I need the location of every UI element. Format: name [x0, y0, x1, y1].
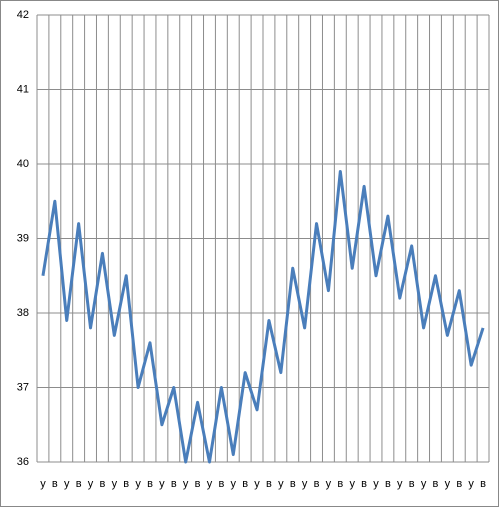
x-tick-label: у — [278, 478, 284, 490]
x-tick-label: у — [397, 478, 403, 490]
x-tick-label: у — [421, 478, 427, 490]
x-tick-label: у — [373, 478, 379, 490]
x-tick-label: у — [88, 478, 94, 490]
x-tick-label: в — [385, 478, 391, 490]
x-tick-label: у — [207, 478, 213, 490]
series-line — [41, 169, 485, 464]
x-tick-label: в — [290, 478, 296, 490]
y-tick-label: 38 — [17, 307, 29, 319]
x-tick-label: у — [302, 478, 308, 490]
x-tick-label: у — [445, 478, 451, 490]
x-tick-label: у — [183, 478, 189, 490]
x-tick-label: в — [195, 478, 201, 490]
x-tick-label: в — [171, 478, 177, 490]
x-tick-label: в — [99, 478, 105, 490]
x-tick-label: в — [361, 478, 367, 490]
x-tick-label: в — [218, 478, 224, 490]
y-tick-label: 36 — [17, 456, 29, 468]
x-tick-label: в — [480, 478, 486, 490]
y-tick-label: 37 — [17, 381, 29, 393]
x-tick-label: в — [123, 478, 129, 490]
x-tick-label: в — [76, 478, 82, 490]
x-tick-label: у — [349, 478, 355, 490]
x-tick-label: у — [254, 478, 260, 490]
x-tick-label: в — [52, 478, 58, 490]
y-tick-label: 41 — [17, 83, 29, 95]
x-tick-label: у — [326, 478, 332, 490]
x-tick-label: в — [433, 478, 439, 490]
x-tick-label: у — [40, 478, 46, 490]
x-tick-label: в — [409, 478, 415, 490]
y-tick-label: 42 — [17, 9, 29, 21]
x-tick-label: у — [231, 478, 237, 490]
x-tick-label: у — [112, 478, 118, 490]
x-tick-label: в — [266, 478, 272, 490]
x-tick-label: у — [468, 478, 474, 490]
x-tick-label: у — [64, 478, 70, 490]
x-tick-label: в — [147, 478, 153, 490]
x-tick-label: в — [337, 478, 343, 490]
x-tick-label: в — [242, 478, 248, 490]
x-tick-label: в — [456, 478, 462, 490]
x-tick-label: в — [314, 478, 320, 490]
x-tick-label: у — [159, 478, 165, 490]
y-tick-label: 39 — [17, 232, 29, 244]
y-tick-label: 40 — [17, 158, 29, 170]
x-tick-label: у — [135, 478, 141, 490]
